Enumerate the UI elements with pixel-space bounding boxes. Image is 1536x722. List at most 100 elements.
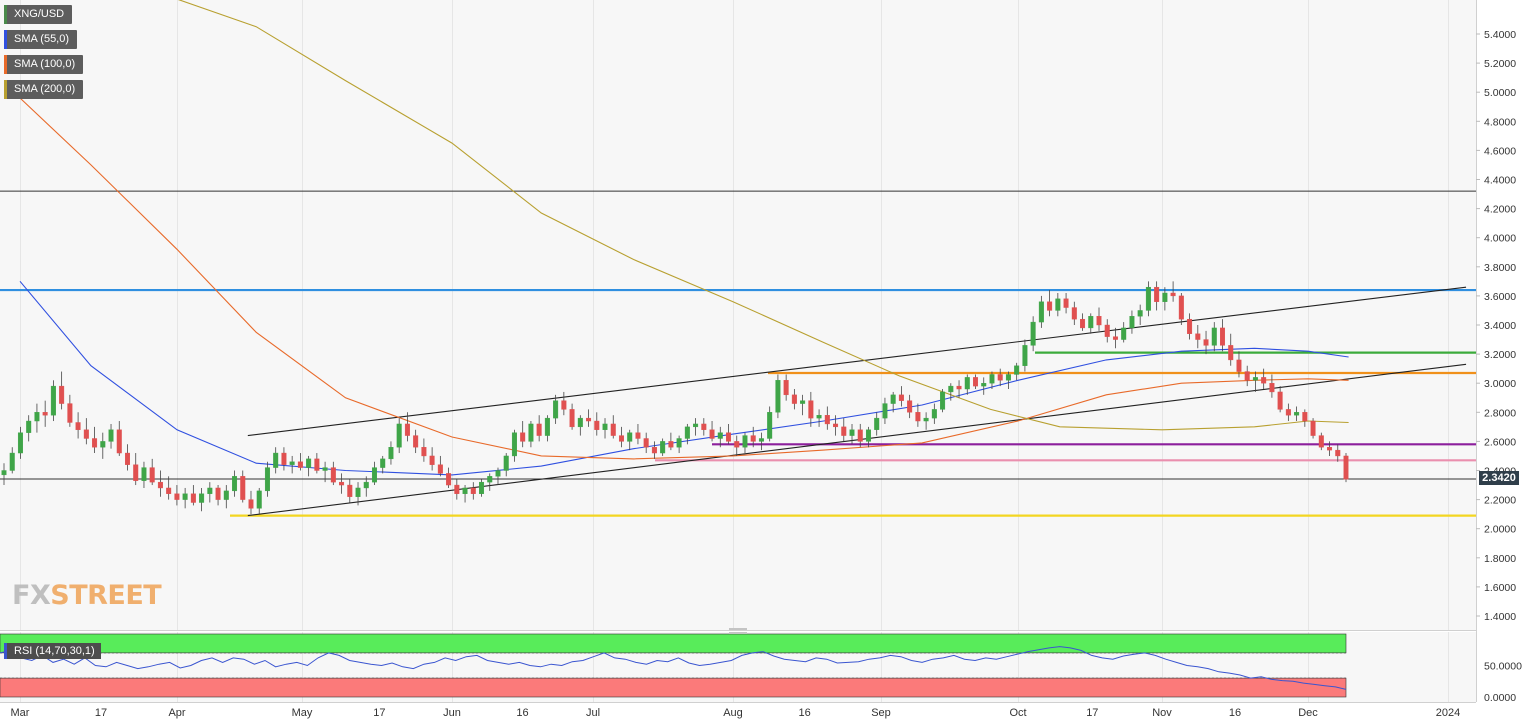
candle-body <box>783 380 789 396</box>
legend-item-sma100[interactable]: SMA (100,0) <box>4 55 84 74</box>
candle-body <box>1162 292 1168 302</box>
legend-swatch <box>4 643 7 659</box>
candle-body <box>141 467 147 481</box>
price-axis-labels: 5.4000 5.2000 5.0000 4.8000 4.6000 4.4000 4.20… <box>1476 29 1516 623</box>
candle-body <box>413 435 419 448</box>
time-tick-label: Apr <box>168 707 185 719</box>
price-tick-label: 4.4000 <box>1484 175 1516 187</box>
time-tick-label: Aug <box>723 707 743 719</box>
time-tick-label: Sep <box>871 707 891 719</box>
candle-body <box>1063 298 1069 308</box>
candle-body <box>1244 371 1250 381</box>
candle-body <box>1 470 7 476</box>
rsi-legend-label: RSI (14,70,30,1) <box>14 645 95 657</box>
candle-body <box>973 377 979 387</box>
candle-body <box>347 484 353 497</box>
candle-body <box>758 438 764 442</box>
price-tick-label: 1.4000 <box>1484 611 1516 623</box>
candle-body <box>981 383 987 387</box>
main-plot-area <box>0 0 1476 630</box>
candle-body <box>1178 295 1184 320</box>
candle-body <box>1071 307 1077 320</box>
price-tick-label: 4.8000 <box>1484 116 1516 128</box>
candle-body <box>1236 359 1242 372</box>
candle-body <box>824 415 830 425</box>
rsi-legend[interactable]: RSI (14,70,30,1) <box>4 643 101 659</box>
time-tick-label: Jul <box>586 707 600 719</box>
candle-body <box>1261 377 1267 384</box>
candle-body <box>1277 391 1283 410</box>
candle-body <box>1112 336 1118 340</box>
candle-body <box>256 490 262 509</box>
candle-body <box>610 423 616 436</box>
sma-line <box>177 0 1349 431</box>
pane-resize-handle[interactable] <box>729 628 747 634</box>
candle-body <box>923 417 929 422</box>
candle-body <box>627 432 633 442</box>
candle-body <box>726 432 732 442</box>
candle-body <box>1228 345 1234 361</box>
candle-body <box>100 441 106 448</box>
candle-body <box>124 452 130 465</box>
candle-body <box>1038 301 1044 323</box>
candle-body <box>322 467 328 471</box>
candle-body <box>149 467 155 483</box>
price-tick-label: 2.2000 <box>1484 495 1516 507</box>
price-tick-label: 3.0000 <box>1484 378 1516 390</box>
candle-body <box>306 458 312 468</box>
rsi-tick-label: 50.0000 <box>1484 661 1522 673</box>
time-tick-label: Jun <box>443 707 461 719</box>
legend-label: XNG/USD <box>14 8 65 20</box>
candle-body <box>1195 333 1201 340</box>
candle-body <box>289 461 295 465</box>
candle-body <box>577 417 583 428</box>
candle-body <box>1121 327 1127 340</box>
candle-body <box>1005 374 1011 381</box>
candle-body <box>223 490 229 500</box>
candle-body <box>676 438 682 448</box>
candle-body <box>1154 286 1160 302</box>
candle-body <box>232 476 238 492</box>
candle-body <box>1014 365 1020 375</box>
candle-body <box>1145 286 1151 311</box>
candle-body <box>841 426 847 436</box>
legend-item-sma55[interactable]: SMA (55,0) <box>4 30 78 49</box>
candle-body <box>1220 327 1226 346</box>
candle-body <box>808 400 814 419</box>
candle-body <box>182 493 188 500</box>
candle-body <box>898 394 904 401</box>
candle-body <box>964 377 970 390</box>
candle-body <box>791 394 797 404</box>
legend-item-price[interactable]: XNG/USD <box>4 5 73 24</box>
price-tick-label: 3.4000 <box>1484 320 1516 332</box>
candle-body <box>528 423 534 442</box>
price-tick-label: 3.6000 <box>1484 291 1516 303</box>
candle-body <box>890 394 896 404</box>
candle-body <box>618 435 624 442</box>
candle-body <box>429 455 435 465</box>
candle-body <box>693 423 699 428</box>
candle-body <box>9 452 15 471</box>
candle-body <box>643 438 649 448</box>
candle-body <box>1104 324 1110 337</box>
time-tick-label: 17 <box>373 707 385 719</box>
price-tick-label: 3.2000 <box>1484 349 1516 361</box>
candle-body <box>371 467 377 483</box>
candle-body <box>133 464 139 481</box>
candle-body <box>1285 409 1291 416</box>
candle-body <box>437 464 443 474</box>
candles <box>1 281 1349 515</box>
price-tick-label: 4.2000 <box>1484 204 1516 216</box>
legend-item-sma200[interactable]: SMA (200,0) <box>4 80 84 99</box>
price-tick-label: 4.6000 <box>1484 145 1516 157</box>
candle-body <box>92 438 98 448</box>
candle-body <box>240 476 246 500</box>
candle-body <box>1310 420 1316 436</box>
candle-body <box>956 385 962 390</box>
candle-body <box>454 484 460 494</box>
candle-body <box>59 385 65 404</box>
candle-body <box>355 487 361 497</box>
candle-body <box>882 403 888 419</box>
candle-body <box>865 429 871 442</box>
